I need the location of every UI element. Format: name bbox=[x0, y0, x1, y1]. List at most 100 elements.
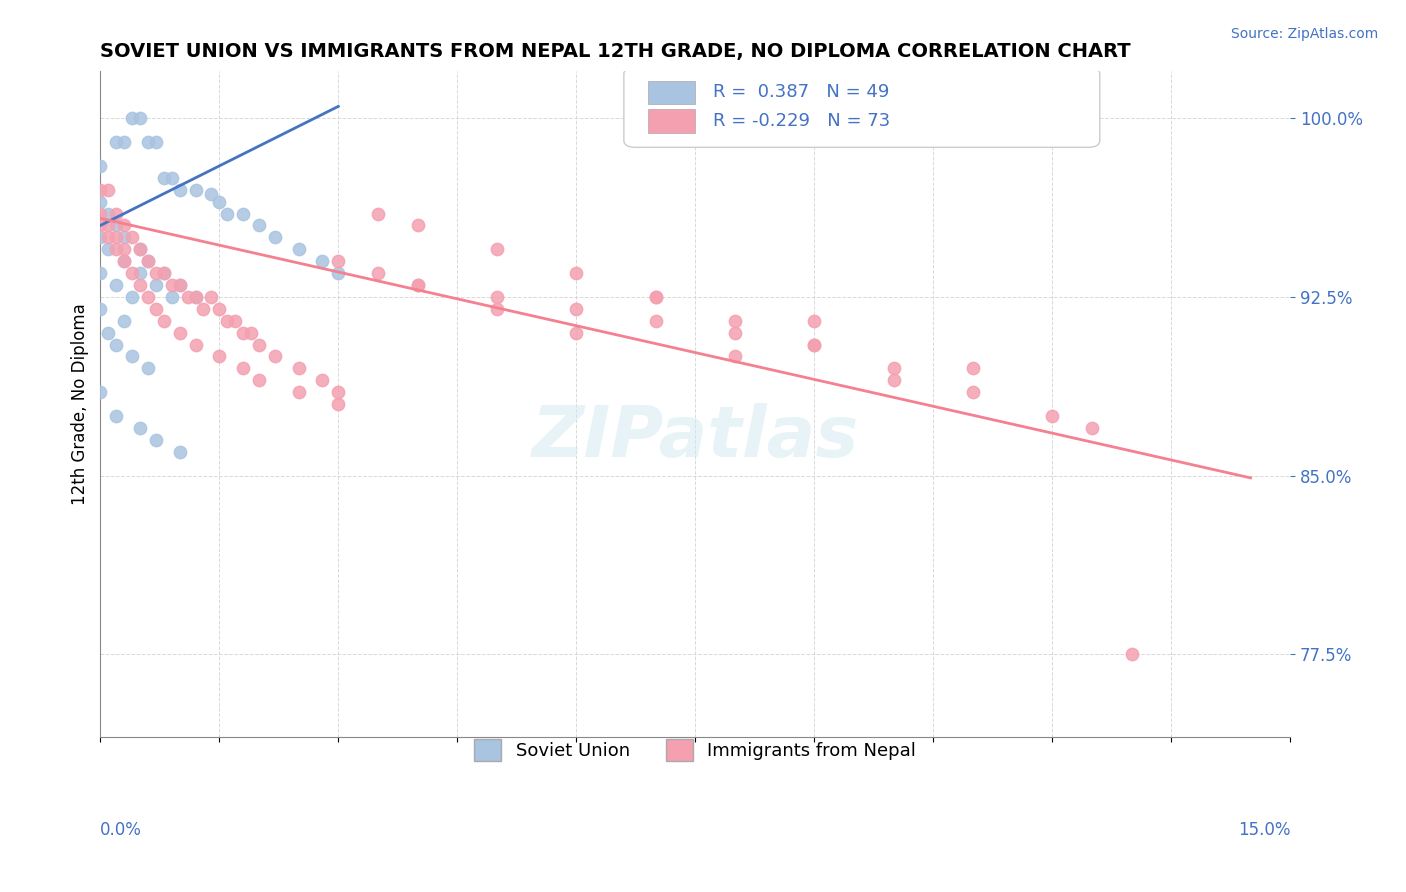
Point bbox=[287, 385, 309, 400]
Point bbox=[176, 290, 198, 304]
Point bbox=[105, 337, 128, 351]
Point bbox=[367, 206, 389, 220]
Point bbox=[208, 350, 231, 364]
Point bbox=[121, 230, 143, 244]
Point bbox=[105, 219, 128, 233]
Point bbox=[160, 170, 183, 185]
Point bbox=[328, 266, 350, 280]
Point bbox=[121, 350, 143, 364]
FancyBboxPatch shape bbox=[648, 80, 695, 104]
Point bbox=[129, 421, 152, 435]
Point bbox=[883, 373, 905, 387]
Point bbox=[89, 301, 111, 316]
Point bbox=[145, 135, 167, 149]
Point bbox=[485, 301, 508, 316]
Point bbox=[112, 219, 135, 233]
Point bbox=[962, 361, 984, 376]
Point bbox=[803, 314, 825, 328]
Point bbox=[1040, 409, 1063, 423]
Text: Source: ZipAtlas.com: Source: ZipAtlas.com bbox=[1230, 27, 1378, 41]
Point bbox=[169, 183, 191, 197]
Point bbox=[169, 277, 191, 292]
Point bbox=[200, 187, 222, 202]
Point bbox=[406, 277, 429, 292]
Point bbox=[287, 242, 309, 256]
Point bbox=[724, 350, 747, 364]
Point bbox=[485, 290, 508, 304]
Point bbox=[97, 230, 120, 244]
Point bbox=[160, 290, 183, 304]
Point bbox=[311, 373, 333, 387]
Point bbox=[883, 361, 905, 376]
Point bbox=[224, 314, 246, 328]
Point bbox=[169, 444, 191, 458]
Point bbox=[89, 183, 111, 197]
Point bbox=[105, 242, 128, 256]
Point bbox=[129, 266, 152, 280]
Point bbox=[184, 337, 207, 351]
FancyBboxPatch shape bbox=[648, 110, 695, 133]
Point bbox=[97, 242, 120, 256]
Point bbox=[105, 230, 128, 244]
Point bbox=[145, 301, 167, 316]
Point bbox=[263, 230, 285, 244]
Point bbox=[184, 290, 207, 304]
Point bbox=[565, 326, 588, 340]
Point bbox=[136, 254, 159, 268]
Point bbox=[145, 277, 167, 292]
Text: SOVIET UNION VS IMMIGRANTS FROM NEPAL 12TH GRADE, NO DIPLOMA CORRELATION CHART: SOVIET UNION VS IMMIGRANTS FROM NEPAL 12… bbox=[100, 42, 1130, 61]
Point bbox=[112, 254, 135, 268]
Point bbox=[121, 290, 143, 304]
Point bbox=[136, 135, 159, 149]
Point bbox=[247, 219, 270, 233]
Point bbox=[89, 206, 111, 220]
Point bbox=[89, 194, 111, 209]
Point bbox=[287, 361, 309, 376]
Point bbox=[644, 290, 666, 304]
Point bbox=[240, 326, 263, 340]
Point bbox=[263, 350, 285, 364]
Point bbox=[644, 314, 666, 328]
Point bbox=[169, 326, 191, 340]
Point bbox=[136, 361, 159, 376]
Legend: Soviet Union, Immigrants from Nepal: Soviet Union, Immigrants from Nepal bbox=[467, 732, 924, 768]
Point bbox=[232, 326, 254, 340]
Point bbox=[105, 409, 128, 423]
Point bbox=[153, 314, 176, 328]
Point bbox=[208, 301, 231, 316]
Point bbox=[89, 230, 111, 244]
Point bbox=[112, 135, 135, 149]
Point bbox=[97, 183, 120, 197]
Point bbox=[724, 326, 747, 340]
Text: R =  0.387   N = 49: R = 0.387 N = 49 bbox=[713, 83, 890, 101]
Point bbox=[89, 266, 111, 280]
Point bbox=[565, 266, 588, 280]
Point bbox=[105, 206, 128, 220]
Text: ZIPatlas: ZIPatlas bbox=[531, 403, 859, 472]
Point bbox=[129, 277, 152, 292]
Point bbox=[89, 385, 111, 400]
Point bbox=[200, 290, 222, 304]
Point bbox=[129, 242, 152, 256]
Point bbox=[136, 290, 159, 304]
Point bbox=[145, 266, 167, 280]
Point bbox=[112, 242, 135, 256]
Point bbox=[217, 314, 239, 328]
Point bbox=[97, 219, 120, 233]
Point bbox=[803, 337, 825, 351]
Point bbox=[112, 230, 135, 244]
Point bbox=[97, 206, 120, 220]
Point bbox=[644, 290, 666, 304]
Point bbox=[121, 266, 143, 280]
Point bbox=[232, 361, 254, 376]
Point bbox=[803, 337, 825, 351]
Point bbox=[208, 194, 231, 209]
Point bbox=[565, 301, 588, 316]
Point bbox=[153, 266, 176, 280]
Text: 15.0%: 15.0% bbox=[1237, 821, 1291, 838]
Point bbox=[485, 242, 508, 256]
Point bbox=[184, 183, 207, 197]
Point bbox=[105, 135, 128, 149]
Point bbox=[129, 242, 152, 256]
Point bbox=[169, 277, 191, 292]
